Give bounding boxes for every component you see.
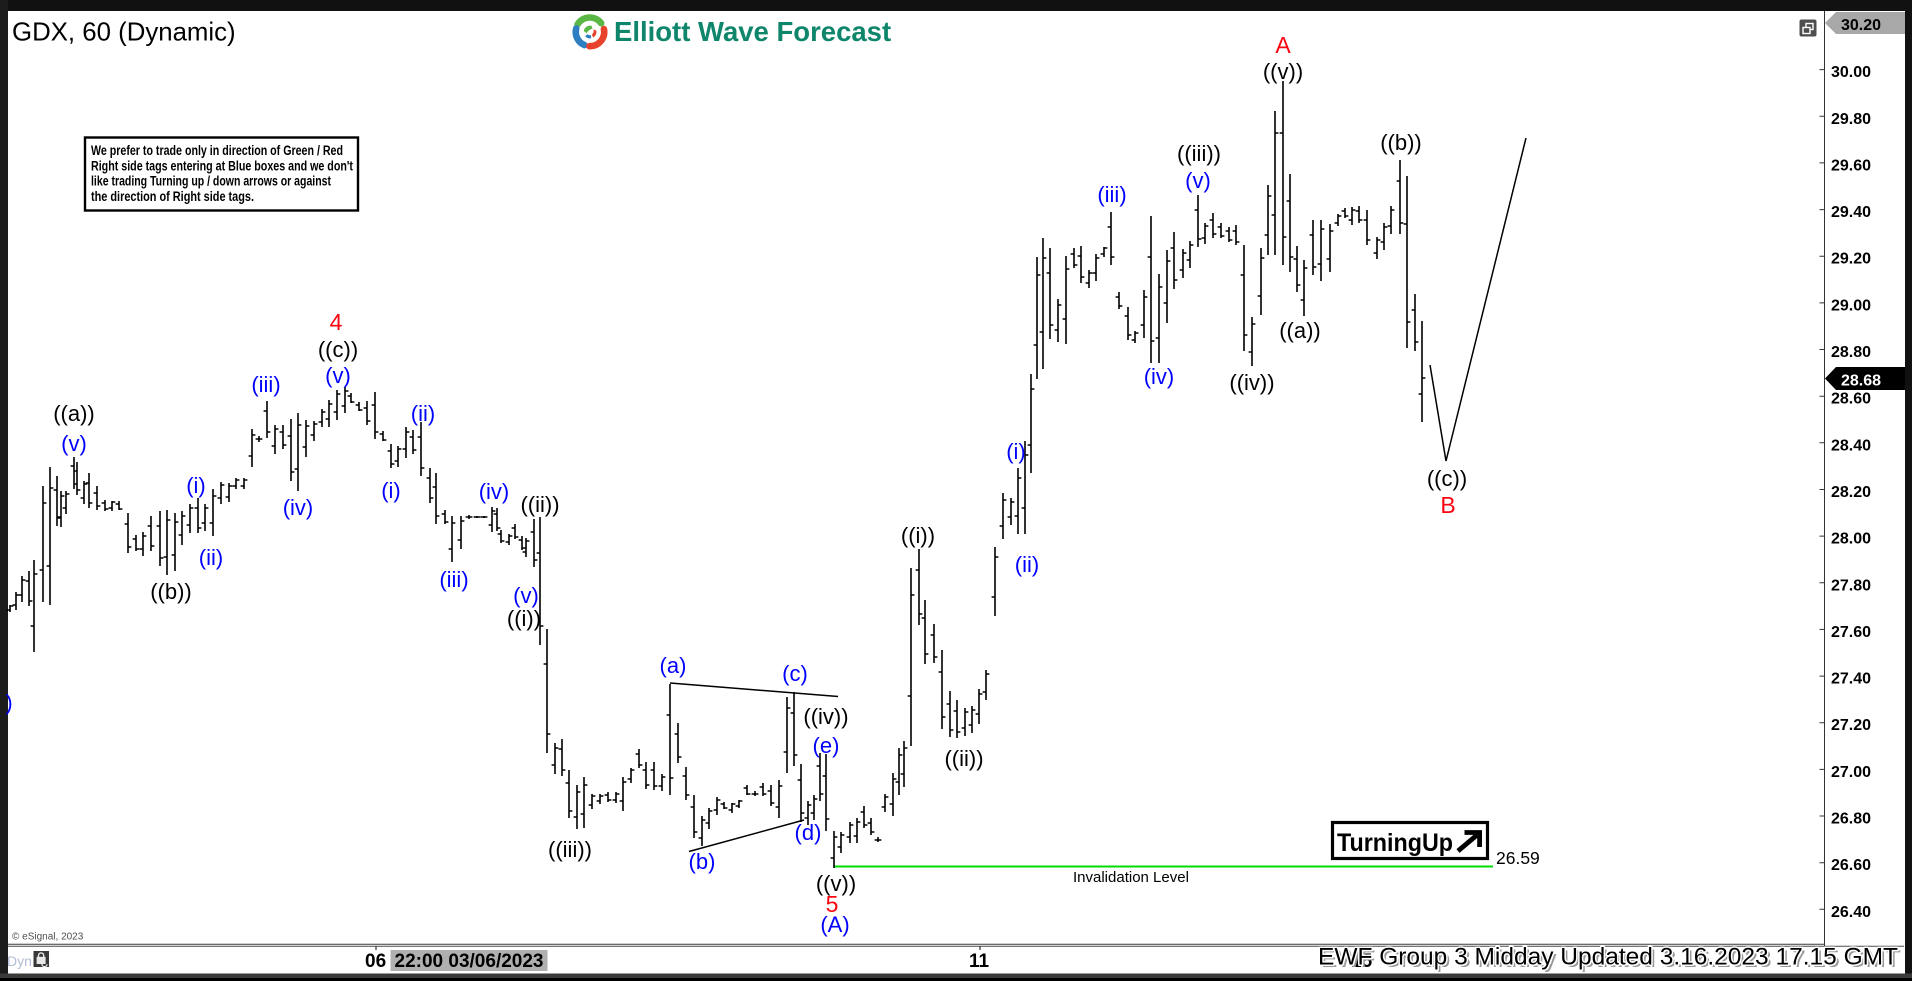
svg-text:((ii)): ((ii)) xyxy=(944,746,983,771)
svg-text:26.60: 26.60 xyxy=(1831,857,1871,874)
svg-text:15: 15 xyxy=(1351,951,1373,972)
svg-text:22:00 03/06/2023: 22:00 03/06/2023 xyxy=(395,951,544,972)
svg-text:4: 4 xyxy=(330,309,343,335)
svg-text:((iii)): ((iii)) xyxy=(1177,141,1221,166)
svg-text:GDX, 60 (Dynamic): GDX, 60 (Dynamic) xyxy=(12,19,236,47)
svg-text:((a)): ((a)) xyxy=(53,401,95,426)
svg-text:(v): (v) xyxy=(1185,168,1211,193)
svg-text:27.60: 27.60 xyxy=(1831,624,1871,641)
svg-text:((b)): ((b)) xyxy=(1380,130,1422,155)
svg-text:06: 06 xyxy=(365,951,386,972)
svg-text:like trading Turning up / down: like trading Turning up / down arrows or… xyxy=(91,174,331,189)
svg-text:29.00: 29.00 xyxy=(1831,297,1871,314)
svg-text:30.00: 30.00 xyxy=(1831,64,1871,81)
svg-text:((a)): ((a)) xyxy=(1279,318,1321,343)
svg-text:(ii): (ii) xyxy=(199,545,223,570)
svg-text:5: 5 xyxy=(826,891,839,917)
svg-text:((c)): ((c)) xyxy=(1427,466,1467,491)
svg-text:((iii)): ((iii)) xyxy=(548,837,592,862)
svg-text:(i): (i) xyxy=(381,478,401,503)
svg-text:(iii): (iii) xyxy=(251,372,280,397)
svg-text:Elliott Wave Forecast: Elliott Wave Forecast xyxy=(614,16,891,47)
svg-text:((v)): ((v)) xyxy=(1263,59,1303,84)
svg-text:27.00: 27.00 xyxy=(1831,764,1871,781)
svg-text:((c)): ((c)) xyxy=(318,337,358,362)
svg-text:(v): (v) xyxy=(61,431,87,456)
svg-text:We prefer to trade only in dir: We prefer to trade only in direction of … xyxy=(91,143,343,158)
svg-text:((v)): ((v)) xyxy=(816,871,856,896)
svg-text:(iii): (iii) xyxy=(439,567,468,592)
svg-text:11: 11 xyxy=(969,951,990,972)
svg-text:(iv): (iv) xyxy=(1144,364,1175,389)
svg-text:26.80: 26.80 xyxy=(1831,811,1871,828)
svg-text:© eSignal, 2023: © eSignal, 2023 xyxy=(12,932,84,943)
svg-text:(i): (i) xyxy=(1006,439,1026,464)
svg-text:28.40: 28.40 xyxy=(1831,437,1871,454)
svg-text:B: B xyxy=(1440,492,1455,518)
svg-text:(b): (b) xyxy=(689,849,716,874)
svg-text:(ii): (ii) xyxy=(411,401,435,426)
svg-text:28.00: 28.00 xyxy=(1831,531,1871,548)
svg-text:27.80: 27.80 xyxy=(1831,577,1871,594)
svg-text:): ) xyxy=(5,690,12,715)
svg-text:(A): (A) xyxy=(820,912,849,937)
svg-text:(v): (v) xyxy=(513,583,539,608)
svg-text:(v): (v) xyxy=(325,363,351,388)
svg-text:(ii): (ii) xyxy=(1015,552,1039,577)
svg-text:28.68: 28.68 xyxy=(1841,373,1881,390)
svg-text:(d): (d) xyxy=(795,820,822,845)
svg-text:27.40: 27.40 xyxy=(1831,671,1871,688)
svg-text:((ii)): ((ii)) xyxy=(520,492,559,517)
svg-text:30.20: 30.20 xyxy=(1841,17,1881,34)
svg-text:EWF Group 3 Midday Updated 3.1: EWF Group 3 Midday Updated 3.16.2023 17.… xyxy=(1321,946,1901,973)
svg-text:((i)): ((i)) xyxy=(507,606,541,631)
svg-text:((i)): ((i)) xyxy=(901,523,935,548)
svg-text:29.80: 29.80 xyxy=(1831,111,1871,128)
svg-text:29.60: 29.60 xyxy=(1831,157,1871,174)
svg-text:((iv)): ((iv)) xyxy=(1229,370,1274,395)
svg-text:26.40: 26.40 xyxy=(1831,904,1871,921)
svg-text:EWF Group 3 Midday Updated 3.1: EWF Group 3 Midday Updated 3.16.2023 17.… xyxy=(1318,944,1898,971)
svg-text:(iii): (iii) xyxy=(1097,182,1126,207)
svg-text:Invalidation Level: Invalidation Level xyxy=(1073,869,1189,886)
svg-text:28.20: 28.20 xyxy=(1831,484,1871,501)
svg-text:(iv): (iv) xyxy=(283,495,314,520)
svg-text:((b)): ((b)) xyxy=(150,579,192,604)
svg-text:26.59: 26.59 xyxy=(1496,848,1540,868)
svg-text:29.40: 29.40 xyxy=(1831,204,1871,221)
svg-text:27.20: 27.20 xyxy=(1831,717,1871,734)
svg-text:29.20: 29.20 xyxy=(1831,251,1871,268)
svg-text:Dyn: Dyn xyxy=(7,953,32,969)
svg-text:(c): (c) xyxy=(782,661,808,686)
svg-text:Right side tags entering at Bl: Right side tags entering at Blue boxes a… xyxy=(91,158,353,173)
svg-text:(a): (a) xyxy=(660,653,687,678)
svg-text:A: A xyxy=(1275,32,1291,58)
svg-text:TurningUp: TurningUp xyxy=(1337,829,1453,857)
svg-text:the direction of Right side ta: the direction of Right side tags. xyxy=(91,189,254,204)
svg-text:28.80: 28.80 xyxy=(1831,344,1871,361)
svg-text:(i): (i) xyxy=(186,473,206,498)
svg-text:(iv): (iv) xyxy=(479,479,510,504)
svg-text:28.60: 28.60 xyxy=(1831,391,1871,408)
svg-text:((iv)): ((iv)) xyxy=(803,704,848,729)
svg-text:(e): (e) xyxy=(813,733,840,758)
